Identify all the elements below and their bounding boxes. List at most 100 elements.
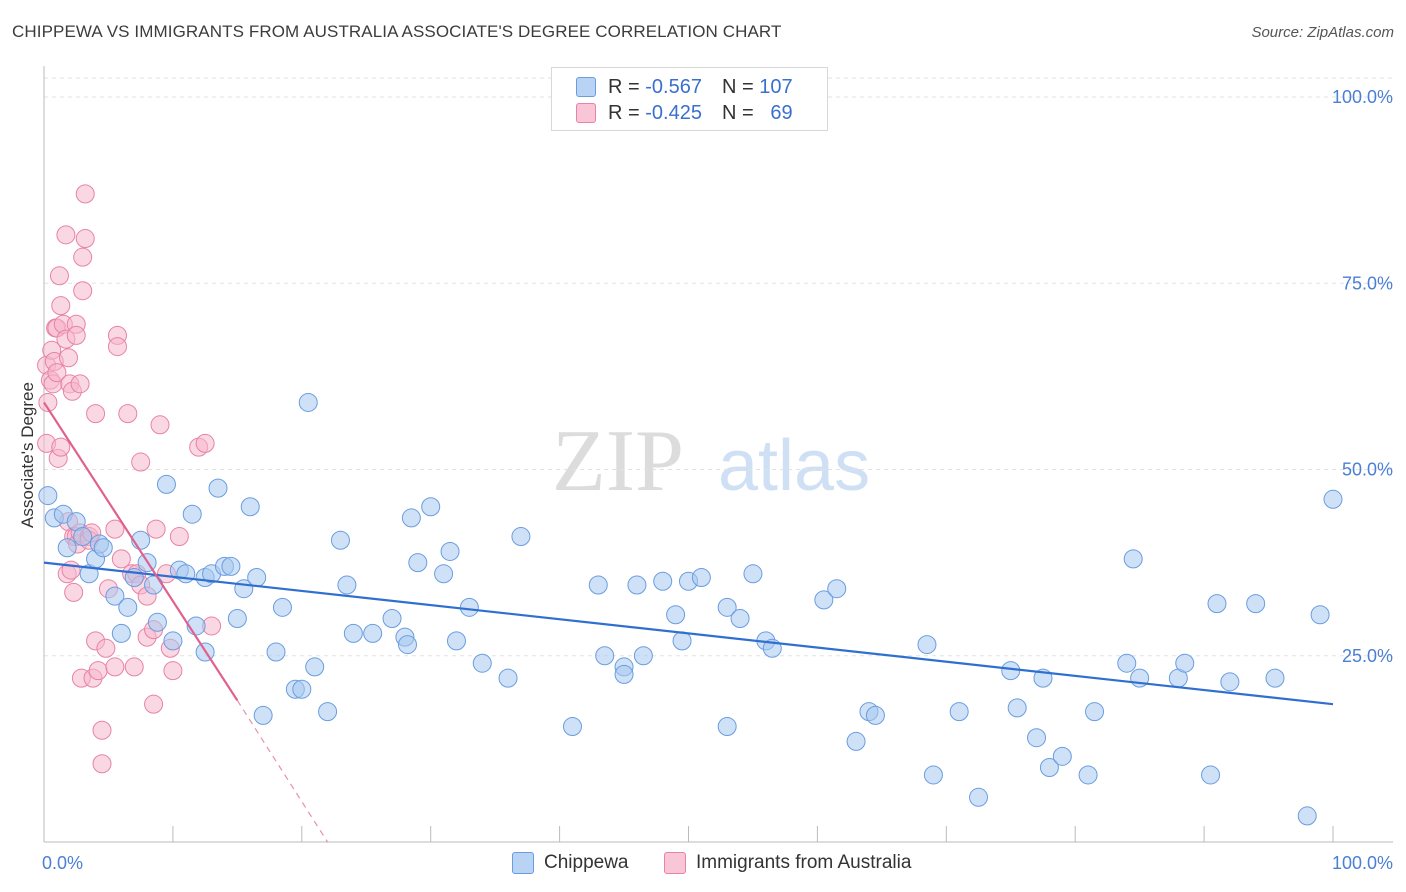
point-chippewa bbox=[1246, 594, 1266, 614]
point-chippewa bbox=[717, 597, 737, 617]
point-chippewa bbox=[272, 597, 292, 617]
point-chippewa bbox=[337, 575, 357, 595]
point-australia bbox=[51, 437, 71, 457]
trend-line-chippewa bbox=[43, 561, 1334, 706]
point-chippewa bbox=[305, 657, 325, 677]
series-immigrants-from-australia bbox=[37, 184, 222, 774]
x-tick-labels: 0.0% 100.0% bbox=[42, 853, 1393, 873]
point-chippewa bbox=[1027, 728, 1047, 748]
legend-n-value: 69 bbox=[770, 101, 793, 124]
point-chippewa bbox=[949, 702, 969, 722]
point-chippewa bbox=[814, 590, 834, 610]
x-tick-label: 100.0% bbox=[1332, 853, 1393, 873]
point-australia bbox=[70, 374, 90, 394]
point-chippewa bbox=[292, 679, 312, 699]
point-chippewa bbox=[253, 705, 273, 725]
point-chippewa bbox=[1323, 489, 1343, 509]
point-chippewa bbox=[1052, 746, 1072, 766]
watermark-atlas: atlas bbox=[718, 426, 870, 506]
point-chippewa bbox=[343, 623, 363, 643]
point-australia bbox=[86, 404, 106, 424]
point-chippewa bbox=[182, 504, 202, 524]
point-chippewa bbox=[653, 571, 673, 591]
point-chippewa bbox=[208, 478, 228, 498]
legend-row-chippewa: R = -0.567 N = 107 bbox=[576, 76, 793, 98]
bottom-legend-chippewa: Chippewa bbox=[512, 852, 629, 874]
point-chippewa bbox=[421, 497, 441, 517]
legend-n-label: N = bbox=[721, 75, 754, 98]
point-chippewa bbox=[633, 646, 653, 666]
point-chippewa bbox=[1201, 765, 1221, 785]
point-chippewa bbox=[691, 568, 711, 588]
y-tick-labels: 25.0% 50.0% 75.0% 100.0% bbox=[1332, 87, 1393, 666]
gridlines bbox=[44, 77, 1393, 657]
point-chippewa bbox=[247, 568, 267, 588]
point-chippewa bbox=[111, 623, 131, 643]
point-australia bbox=[105, 657, 125, 677]
point-australia bbox=[111, 549, 131, 569]
point-chippewa bbox=[1207, 594, 1227, 614]
point-chippewa bbox=[408, 553, 428, 573]
point-chippewa bbox=[93, 538, 113, 558]
point-chippewa bbox=[446, 631, 466, 651]
y-tick-label: 50.0% bbox=[1342, 460, 1393, 480]
point-australia bbox=[49, 266, 69, 286]
point-chippewa bbox=[827, 579, 847, 599]
legend-row-australia: R = -0.425 N = 69 bbox=[576, 102, 793, 124]
point-australia bbox=[150, 415, 170, 435]
series-chippewa bbox=[38, 392, 1343, 826]
point-chippewa bbox=[1123, 549, 1143, 569]
point-chippewa bbox=[846, 731, 866, 751]
point-australia bbox=[56, 225, 76, 245]
legend-n-value: 107 bbox=[759, 75, 793, 98]
watermark: ZIP atlas bbox=[552, 413, 870, 510]
point-australia bbox=[58, 348, 78, 368]
point-australia bbox=[73, 247, 93, 267]
point-australia bbox=[88, 661, 108, 681]
bottom-swatch-australia bbox=[664, 852, 686, 874]
point-australia bbox=[96, 638, 116, 658]
point-australia bbox=[75, 229, 95, 249]
point-chippewa bbox=[397, 635, 417, 655]
point-chippewa bbox=[1039, 758, 1059, 777]
trend-line-australia-extension bbox=[236, 700, 329, 843]
point-australia bbox=[92, 754, 112, 774]
trend-lines bbox=[43, 401, 1334, 843]
point-chippewa bbox=[363, 623, 383, 643]
point-chippewa bbox=[666, 605, 686, 625]
legend-r-label: R = bbox=[608, 101, 640, 124]
point-chippewa bbox=[266, 642, 286, 662]
point-chippewa bbox=[672, 631, 692, 651]
point-chippewa bbox=[923, 765, 943, 785]
point-chippewa bbox=[627, 575, 647, 595]
point-chippewa bbox=[318, 702, 338, 722]
point-chippewa bbox=[1085, 702, 1105, 722]
bottom-legend-label: Immigrants from Australia bbox=[696, 852, 912, 873]
point-chippewa bbox=[1007, 698, 1027, 718]
point-chippewa bbox=[1310, 605, 1330, 625]
point-chippewa bbox=[472, 653, 492, 673]
point-chippewa bbox=[330, 530, 350, 550]
point-chippewa bbox=[57, 538, 77, 558]
point-chippewa bbox=[144, 575, 164, 595]
point-australia bbox=[195, 433, 215, 453]
point-chippewa bbox=[717, 717, 737, 737]
bottom-legend-label: Chippewa bbox=[544, 852, 629, 873]
point-chippewa bbox=[1001, 661, 1021, 681]
correlation-legend: R = -0.567 N = 107 R = -0.425 N = 69 bbox=[551, 67, 828, 131]
chart-title: CHIPPEWA VS IMMIGRANTS FROM AUSTRALIA AS… bbox=[12, 22, 782, 41]
point-australia bbox=[124, 657, 144, 677]
point-chippewa bbox=[1078, 765, 1098, 785]
point-australia bbox=[146, 519, 166, 539]
y-tick-label: 75.0% bbox=[1342, 273, 1393, 293]
legend-r-value: -0.567 bbox=[645, 75, 702, 98]
legend-r-value: -0.425 bbox=[645, 101, 702, 124]
point-chippewa bbox=[176, 564, 196, 584]
point-chippewa bbox=[865, 705, 885, 725]
point-australia bbox=[61, 560, 81, 580]
source-label: Source: ZipAtlas.com bbox=[1251, 24, 1394, 41]
point-chippewa bbox=[917, 635, 937, 655]
point-australia bbox=[73, 281, 93, 301]
point-australia bbox=[92, 720, 112, 740]
